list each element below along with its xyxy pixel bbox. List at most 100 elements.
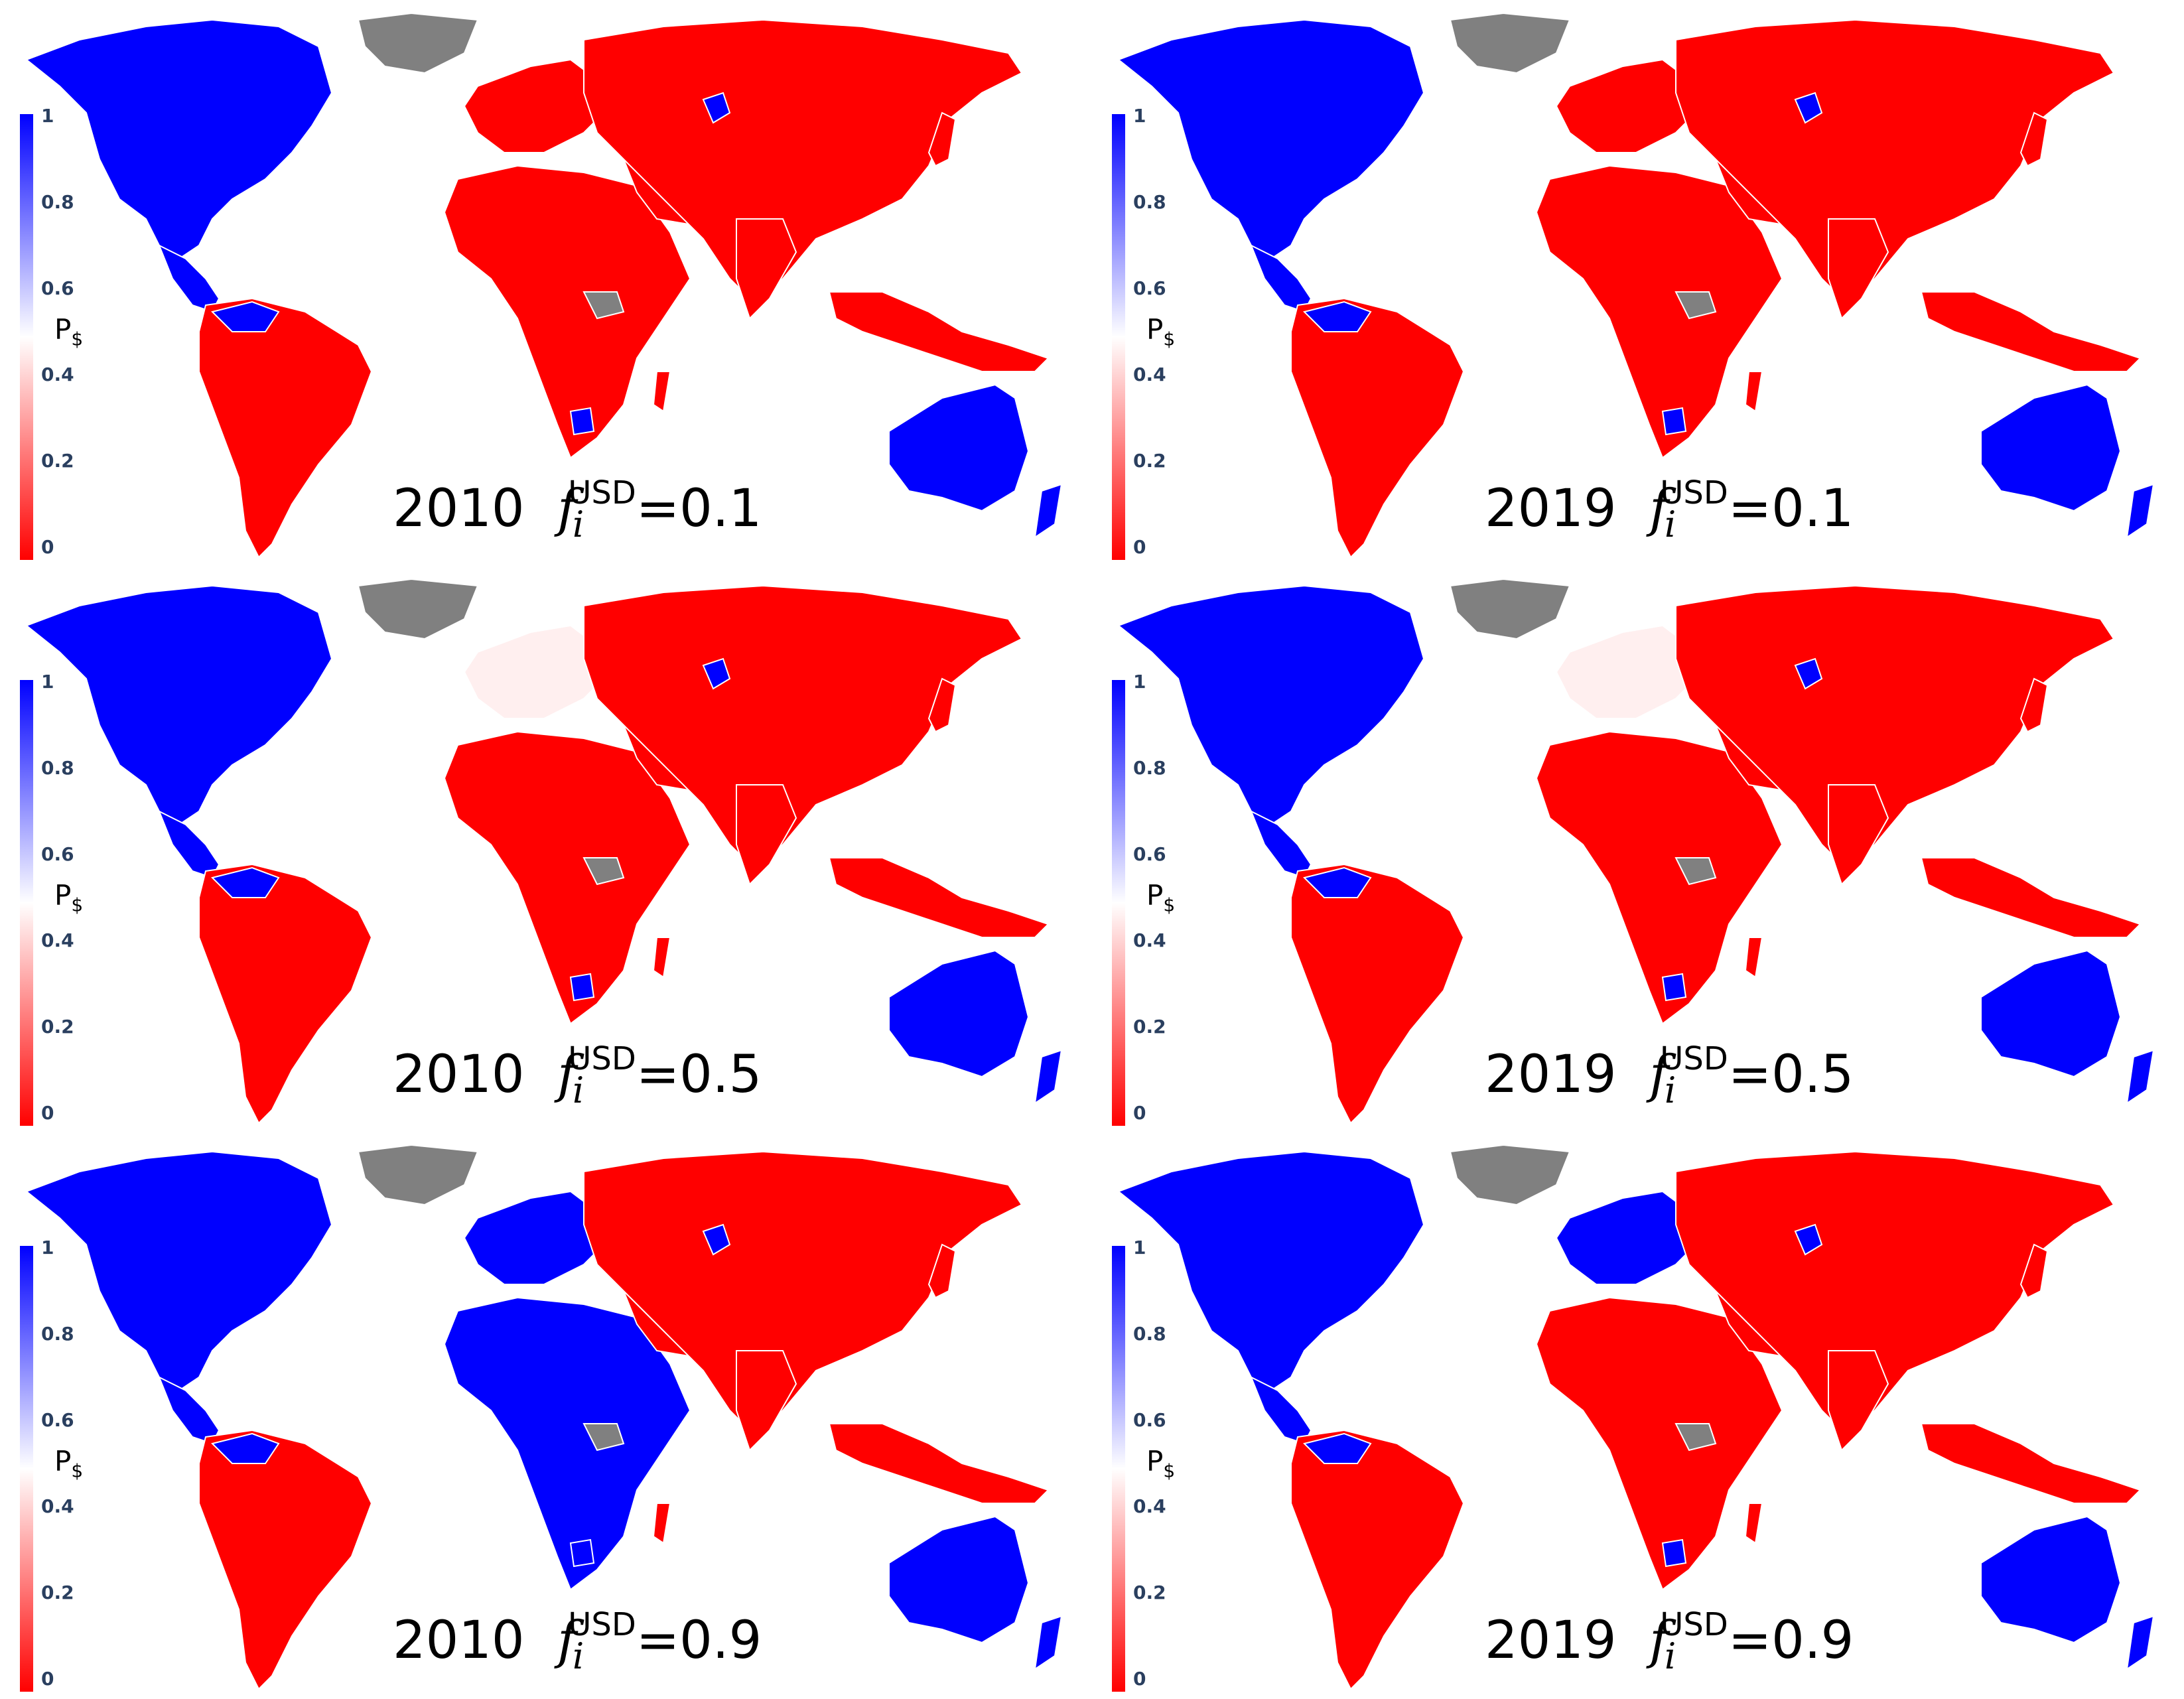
colorbar-title-text: P (1146, 1445, 1164, 1477)
map-panel: 1 0.8 0.6 0.4 0.2 0 P$ 2010 fiUSD=0.5 (0, 566, 1092, 1132)
colorbar-tick: 0 (41, 536, 54, 558)
region-japan (2019, 1243, 2049, 1299)
colorbar-tick: 0.8 (1133, 191, 1166, 213)
usd-region (211, 301, 280, 332)
region-central-america (1250, 809, 1312, 879)
region-europe (1555, 1190, 1704, 1285)
region-russia-asia (1675, 584, 2115, 872)
colorbar-tick: 0.8 (41, 1323, 74, 1345)
region-southeast-asia (1920, 1423, 2142, 1504)
region-russia-asia (583, 19, 1023, 306)
colorbar-tick: 0.8 (1133, 757, 1166, 779)
region-southeast-asia (1920, 857, 2142, 938)
colorbar-tick: 1 (41, 105, 54, 127)
colorbar-tick: 1 (1133, 1237, 1146, 1258)
panel-label: 2019 fiUSD=0.9 (1485, 1606, 1854, 1677)
colorbar (20, 680, 33, 1126)
colorbar-tick: 0.6 (41, 277, 74, 299)
colorbar-title-text: P (1146, 313, 1164, 346)
region-greenland (357, 1144, 479, 1206)
usd-region (569, 973, 595, 1002)
world-map (1117, 12, 2155, 559)
region-india (1828, 1350, 1889, 1452)
colorbar-tick: 0 (1133, 1668, 1146, 1690)
colorbar-tick: 0.4 (41, 1495, 74, 1517)
region-india (1828, 784, 1889, 886)
region-africa (443, 1296, 691, 1591)
region-madagascar (652, 937, 671, 979)
region-new-zealand (1034, 1615, 1063, 1671)
colorbar-title: P$ (1146, 313, 1175, 350)
usd-region (569, 1538, 595, 1568)
region-horn-of-africa (1674, 291, 1717, 320)
region-southeast-asia (828, 857, 1050, 938)
region-greenland (1449, 12, 1571, 74)
world-map (25, 578, 1063, 1124)
usd-region (1303, 866, 1372, 898)
map-panel: 1 0.8 0.6 0.4 0.2 0 P$ 2019 fiUSD=0.1 (1092, 0, 2184, 566)
colorbar-tick: 0.4 (1133, 364, 1166, 385)
colorbar-tick: 0 (41, 1102, 54, 1124)
panel-year: 2019 (1485, 479, 1650, 539)
colorbar-tick: 0.8 (1133, 1323, 1166, 1345)
colorbar-tick: 0.2 (1133, 1016, 1166, 1038)
region-europe (463, 58, 612, 153)
region-australia (888, 949, 1030, 1078)
region-horn-of-africa (582, 1423, 625, 1452)
colorbar-title: P$ (1146, 879, 1175, 916)
region-north-america (1117, 1150, 1425, 1392)
region-africa (443, 165, 691, 459)
colorbar-title-subscript: $ (1163, 894, 1176, 916)
region-africa (1535, 1296, 1783, 1591)
region-madagascar (652, 1503, 671, 1544)
region-north-america (1117, 584, 1425, 826)
region-africa (1535, 730, 1783, 1025)
map-panel: 1 0.8 0.6 0.4 0.2 0 P$ 2019 fiUSD=0.9 (1092, 1132, 2184, 1698)
region-south-america (1290, 863, 1465, 1124)
f-subscript: i (1664, 504, 1676, 545)
region-india (736, 218, 797, 320)
colorbar-title-text: P (54, 313, 72, 346)
region-central-america (158, 243, 220, 313)
region-madagascar (1744, 371, 1763, 413)
region-south-america (1290, 297, 1465, 559)
region-central-america (1250, 1375, 1312, 1445)
colorbar-title: P$ (1146, 1445, 1175, 1481)
region-madagascar (1744, 1503, 1763, 1544)
f-symbol: f (1649, 1045, 1669, 1105)
region-australia (888, 383, 1030, 512)
colorbar (20, 1246, 33, 1692)
colorbar-tick: 0.2 (1133, 450, 1166, 472)
colorbar (1112, 680, 1125, 1126)
world-map (25, 1144, 1063, 1690)
colorbar-tick: 0 (41, 1668, 54, 1690)
colorbar-tick: 0.2 (41, 450, 74, 472)
f-superscript: USD (568, 1040, 636, 1077)
colorbar-tick: 0 (1133, 1102, 1146, 1124)
usd-region (1661, 973, 1687, 1002)
region-central-america (1250, 243, 1312, 313)
region-europe (1555, 58, 1704, 153)
region-greenland (1449, 1144, 1571, 1206)
colorbar-title-text: P (54, 1445, 72, 1477)
usd-region (702, 92, 731, 124)
colorbar-title: P$ (54, 879, 83, 916)
f-superscript: USD (568, 1606, 636, 1643)
region-greenland (357, 12, 479, 74)
f-subscript: i (572, 504, 584, 545)
f-superscript: USD (1660, 1040, 1728, 1077)
f-symbol: f (557, 1611, 577, 1670)
region-central-america (158, 1375, 220, 1445)
f-symbol: f (1649, 1611, 1669, 1670)
map-panel: 1 0.8 0.6 0.4 0.2 0 P$ 2010 fiUSD=0.1 (0, 0, 1092, 566)
region-greenland (357, 578, 479, 640)
f-superscript: USD (1660, 474, 1728, 511)
panel-label: 2019 fiUSD=0.5 (1485, 1040, 1854, 1111)
usd-region (1794, 657, 1823, 690)
region-japan (2019, 677, 2049, 733)
region-north-america (25, 1150, 333, 1392)
panel-label: 2010 fiUSD=0.1 (393, 474, 762, 545)
colorbar (1112, 1246, 1125, 1692)
region-india (1828, 218, 1889, 320)
world-map (1117, 1144, 2155, 1690)
